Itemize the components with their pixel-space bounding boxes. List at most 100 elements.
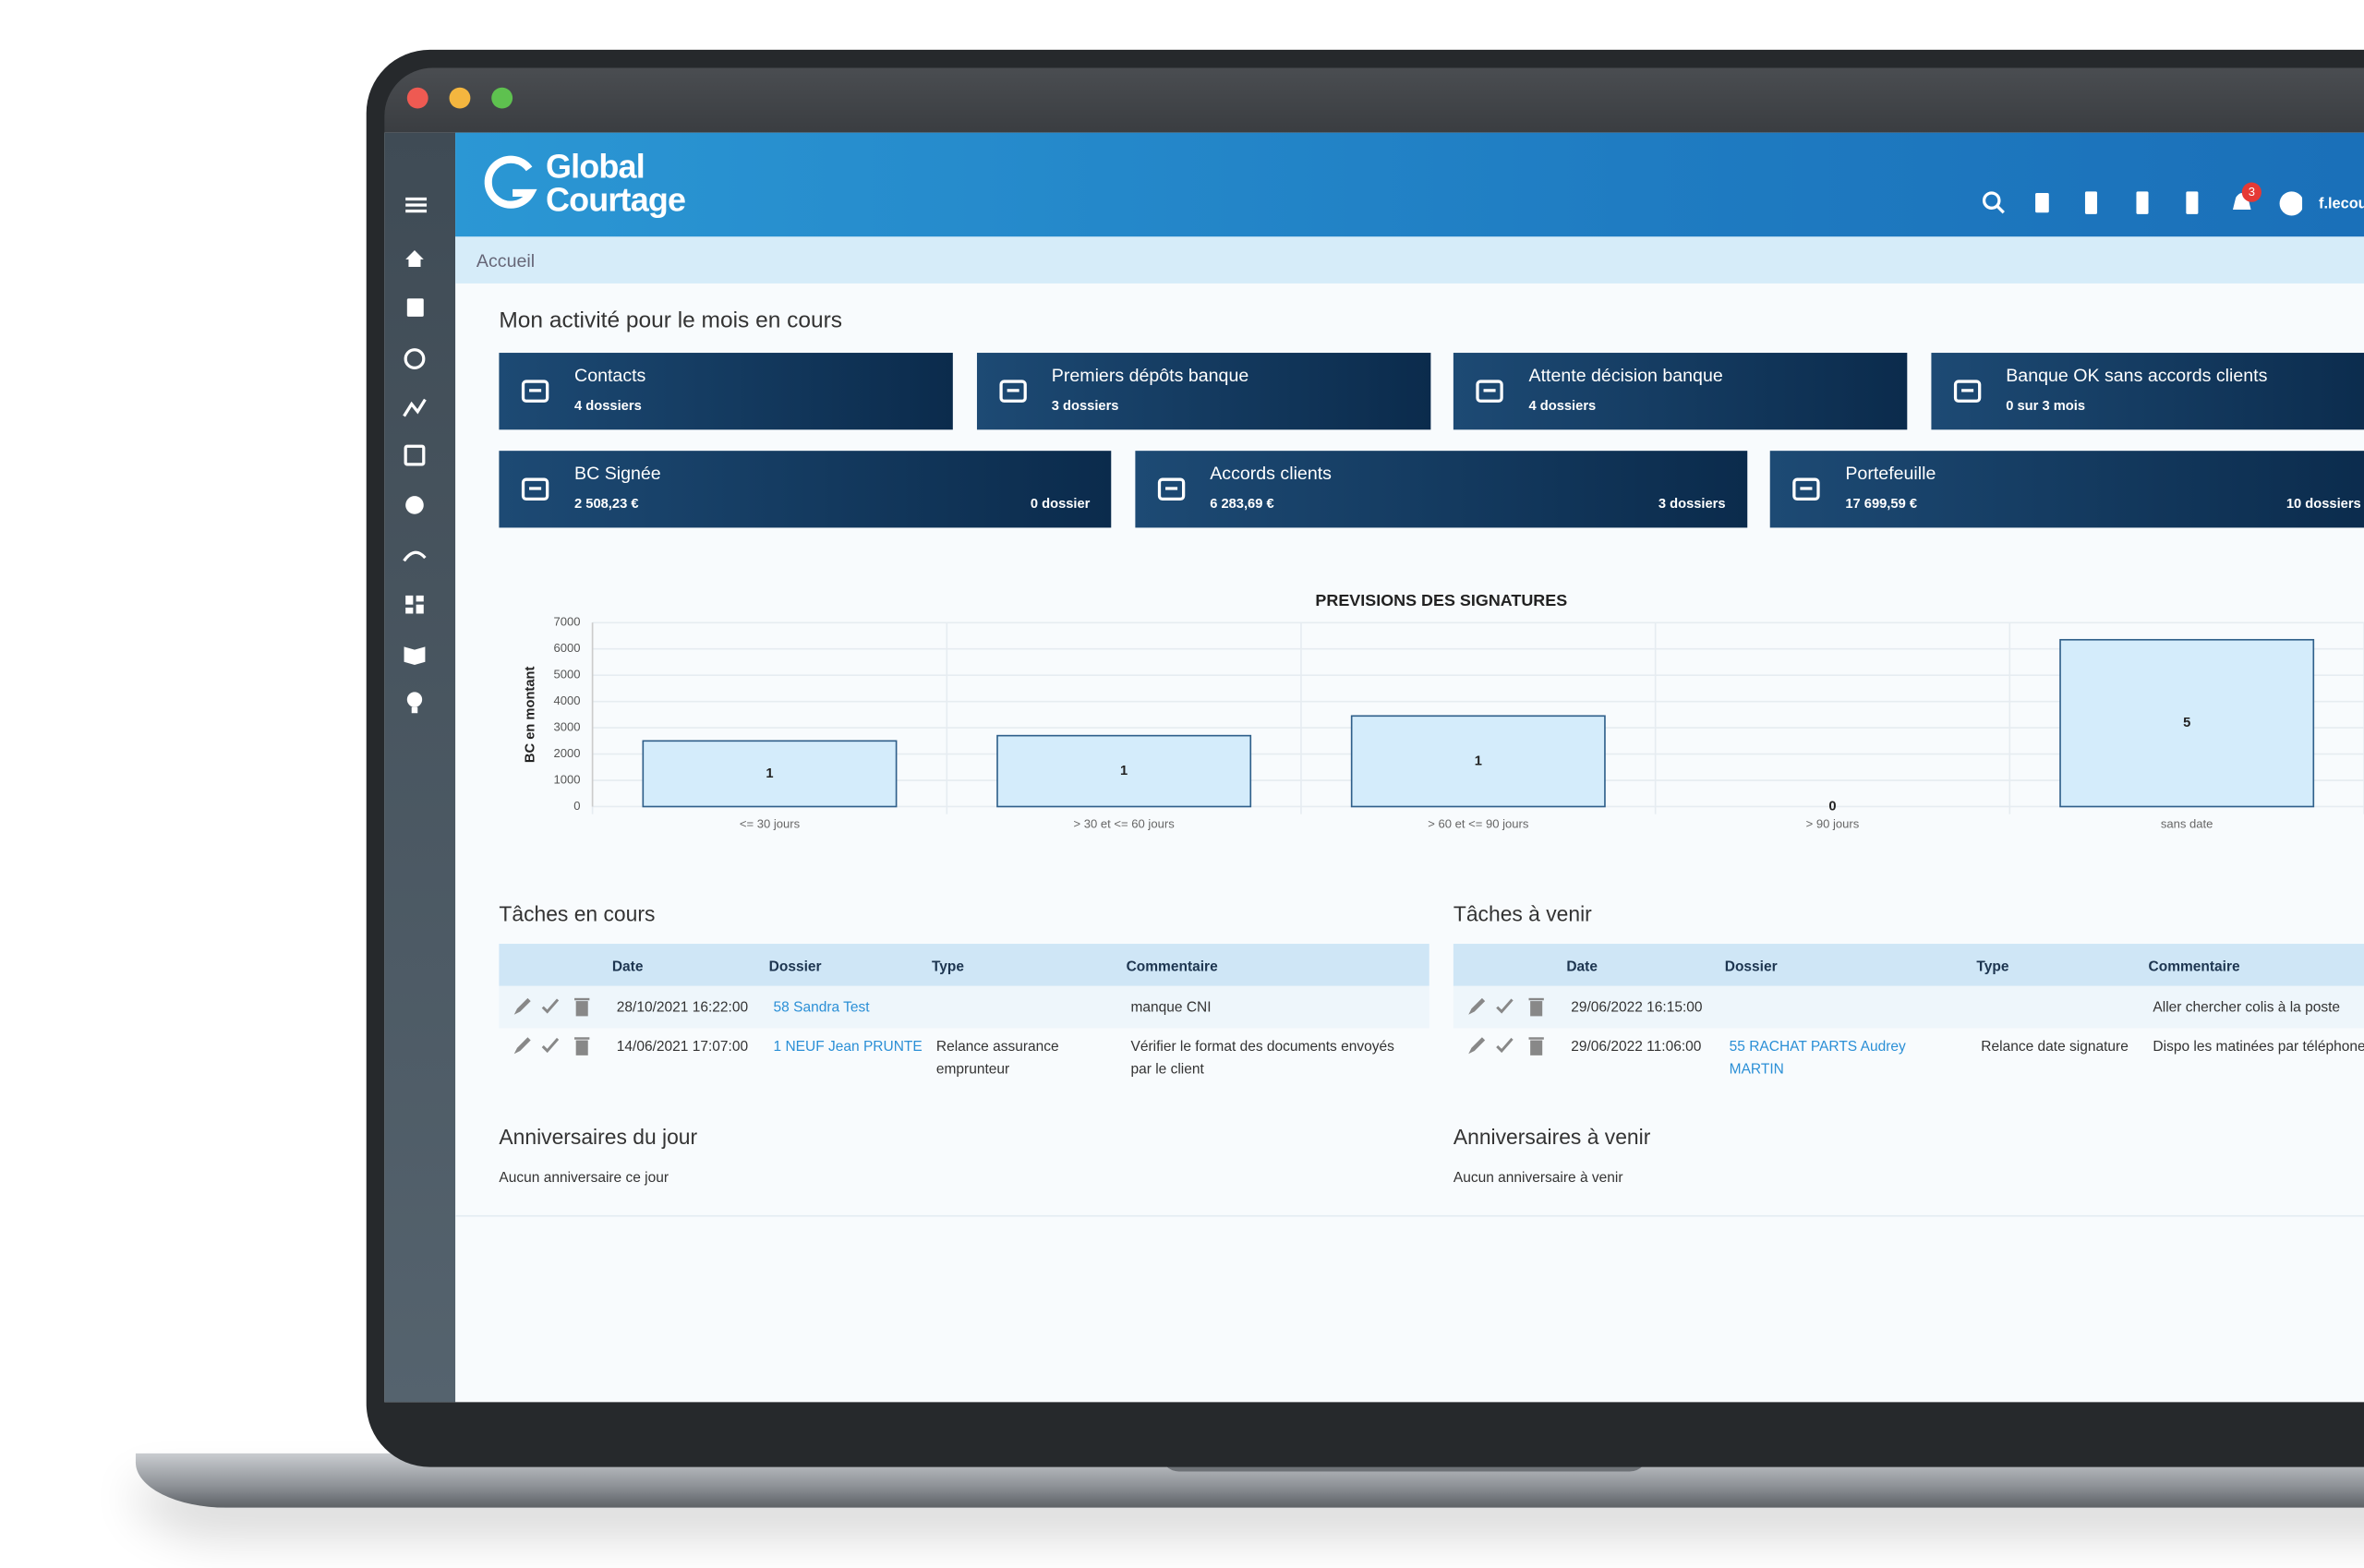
card-detail: 3 dossiers [1051, 398, 1119, 414]
chart-title: PREVISIONS DES SIGNATURES [1315, 591, 1567, 609]
card-icon [1792, 477, 1820, 501]
notification-badge: 3 [2241, 182, 2261, 202]
row-bg [1453, 985, 2364, 1029]
cell: 14/06/2021 17:07:00 [616, 1038, 749, 1055]
column-header: Type [1976, 959, 2009, 976]
x-tick-label: > 30 et <= 60 jours [1074, 817, 1176, 831]
status-card[interactable]: Premiers dépôts banque 3 dossiers [976, 353, 1430, 430]
contacts-icon[interactable] [406, 298, 424, 317]
column-header: Dossier [1724, 959, 1778, 976]
section-title: Tâches en cours [499, 901, 656, 926]
x-tick-label: sans date [2161, 817, 2213, 831]
cell[interactable]: 58 Sandra Test [773, 999, 870, 1017]
card-detail: 0 sur 3 mois [2006, 398, 2086, 414]
y-tick-label: 5000 [554, 668, 581, 681]
section-title: Mon activité pour le mois en cours [499, 308, 843, 333]
status-card[interactable]: Contacts 4 dossiers [499, 353, 953, 430]
bar-count-label: 1 [1120, 764, 1128, 778]
card-detail: 4 dossiers [1528, 398, 1597, 414]
card-label: Contacts [574, 365, 646, 386]
column-header: Dossier [768, 959, 822, 976]
row-actions[interactable] [1465, 1036, 1550, 1057]
phone-icon[interactable] [2084, 191, 2098, 214]
status-card[interactable]: Attente décision banque 4 dossiers [1453, 353, 1908, 430]
amount-card[interactable]: Accords clients 6 283,69 € 3 dossiers [1134, 451, 1747, 528]
phone-icon[interactable] [2136, 191, 2149, 214]
avatar[interactable] [2279, 191, 2303, 216]
row-actions[interactable] [511, 1036, 595, 1057]
cell: 29/06/2022 16:15:00 [1571, 999, 1703, 1017]
row-actions[interactable] [1465, 996, 1550, 1018]
card-icon [998, 380, 1027, 403]
y-tick-label: 0 [573, 799, 580, 813]
minimize-button[interactable] [449, 87, 471, 109]
sidebar [384, 132, 456, 1403]
y-tick-label: 6000 [554, 641, 581, 655]
logo-text[interactable]: Global Courtage [546, 148, 686, 217]
calendar-icon[interactable] [404, 444, 426, 466]
amount-card[interactable]: Portefeuille 17 699,59 € 10 dossiers [1769, 451, 2364, 528]
redo-icon[interactable] [403, 550, 427, 562]
y-tick-label: 2000 [554, 746, 581, 760]
close-button[interactable] [406, 87, 428, 109]
logo-line: Global [546, 148, 645, 186]
column-header: Date [611, 959, 644, 976]
column-header: Type [931, 959, 965, 976]
cell: Dispo les matinées par téléphone [2153, 1038, 2364, 1055]
cell[interactable]: 55 RACHAT PARTS Audrey MARTIN [1729, 1038, 1906, 1079]
status-card[interactable]: Banque OK sans accords clients 0 sur 3 mo… [1930, 353, 2364, 430]
euro-icon[interactable] [404, 348, 426, 369]
username[interactable]: f.lecou [2319, 196, 2364, 213]
docs-icon[interactable] [404, 646, 426, 665]
y-tick-label: 7000 [554, 615, 581, 629]
card-icon [1953, 380, 1981, 403]
phone-icon[interactable] [2186, 191, 2199, 214]
home-icon[interactable] [405, 250, 424, 267]
column-header: Commentaire [1126, 959, 1218, 976]
empty-note: Aucun anniversaire à venir [1453, 1169, 1623, 1187]
card-amount: 2 508,23 € [574, 496, 639, 512]
bar [1350, 715, 1606, 808]
card-detail: 4 dossiers [574, 398, 642, 414]
bar-count-label: 5 [2183, 716, 2190, 730]
breadcrumb[interactable]: Accueil [476, 250, 536, 271]
header-icons [1982, 191, 2303, 216]
section-title: Anniversaires à venir [1453, 1124, 1651, 1150]
zoom-button[interactable] [491, 87, 513, 109]
row-actions[interactable] [511, 996, 595, 1018]
y-tick-label: 1000 [554, 772, 581, 786]
x-tick-label: > 60 et <= 90 jours [1428, 817, 1529, 831]
bar-count-label: 1 [1475, 754, 1482, 768]
card-label: Premiers dépôts banque [1051, 365, 1249, 386]
idea-icon[interactable] [406, 692, 423, 707]
dashboard-icon[interactable] [405, 595, 414, 605]
table-header [1453, 944, 2364, 986]
card-amount: 17 699,59 € [1845, 496, 1917, 512]
empty-note: Aucun anniversaire ce jour [499, 1169, 669, 1187]
card-count: 10 dossiers [2286, 496, 2361, 512]
x-tick-label: <= 30 jours [740, 817, 801, 831]
card-icon [1476, 380, 1503, 403]
bar [2059, 638, 2315, 808]
calc-icon[interactable] [2035, 192, 2049, 213]
card-icon [521, 477, 549, 501]
cell: manque CNI [1130, 999, 1212, 1017]
row-bg [499, 985, 1429, 1029]
x-tick-label: > 90 jours [1806, 817, 1860, 831]
y-axis-label: BC en montant [524, 667, 538, 764]
title-bar [384, 67, 2364, 133]
settings-icon[interactable] [405, 496, 424, 514]
search-icon[interactable] [1982, 191, 2001, 210]
stats-icon[interactable] [403, 398, 427, 417]
card-label: Portefeuille [1845, 463, 1936, 485]
cell[interactable]: 1 NEUF Jean PRUNTE [773, 1038, 923, 1055]
card-label: Banque OK sans accords clients [2006, 365, 2268, 386]
bar [996, 734, 1252, 808]
cell: Relance date signature [1981, 1038, 2129, 1055]
menu-icon[interactable] [405, 197, 428, 201]
cell: 29/06/2022 11:06:00 [1571, 1038, 1702, 1055]
amount-card[interactable]: BC Signée 2 508,23 € 0 dossier [499, 451, 1112, 528]
card-label: BC Signée [574, 463, 661, 485]
